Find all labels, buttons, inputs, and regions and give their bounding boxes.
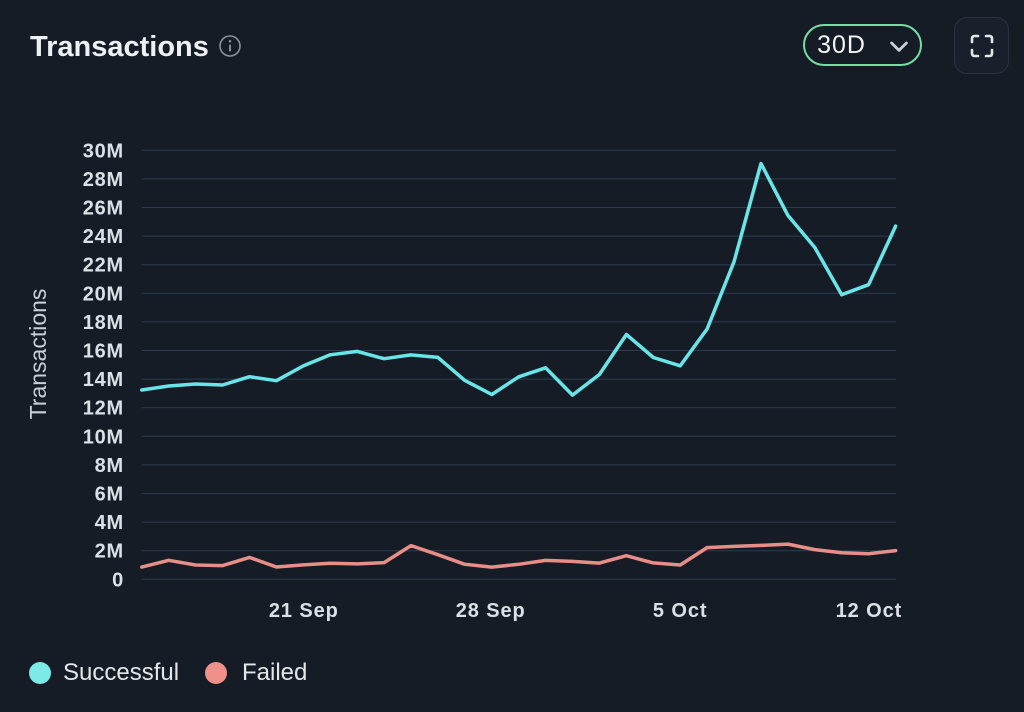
- svg-text:8M: 8M: [95, 455, 124, 477]
- svg-text:2M: 2M: [95, 541, 124, 563]
- svg-text:30M: 30M: [83, 140, 124, 162]
- svg-text:6M: 6M: [95, 484, 124, 506]
- svg-text:Transactions: Transactions: [25, 289, 51, 420]
- svg-text:18M: 18M: [83, 312, 124, 334]
- svg-text:28M: 28M: [83, 169, 124, 191]
- svg-text:26M: 26M: [83, 198, 124, 220]
- svg-text:14M: 14M: [83, 369, 124, 391]
- svg-text:22M: 22M: [83, 255, 124, 277]
- svg-text:21 Sep: 21 Sep: [269, 600, 339, 622]
- svg-text:16M: 16M: [83, 341, 124, 363]
- svg-text:20M: 20M: [83, 283, 124, 305]
- svg-text:12M: 12M: [83, 398, 124, 420]
- svg-text:10M: 10M: [83, 426, 124, 448]
- svg-text:12 Oct: 12 Oct: [836, 600, 903, 622]
- svg-text:28 Sep: 28 Sep: [456, 600, 526, 622]
- svg-text:24M: 24M: [83, 226, 124, 248]
- svg-text:0: 0: [112, 569, 124, 591]
- svg-text:4M: 4M: [95, 512, 124, 534]
- svg-text:5 Oct: 5 Oct: [653, 600, 708, 622]
